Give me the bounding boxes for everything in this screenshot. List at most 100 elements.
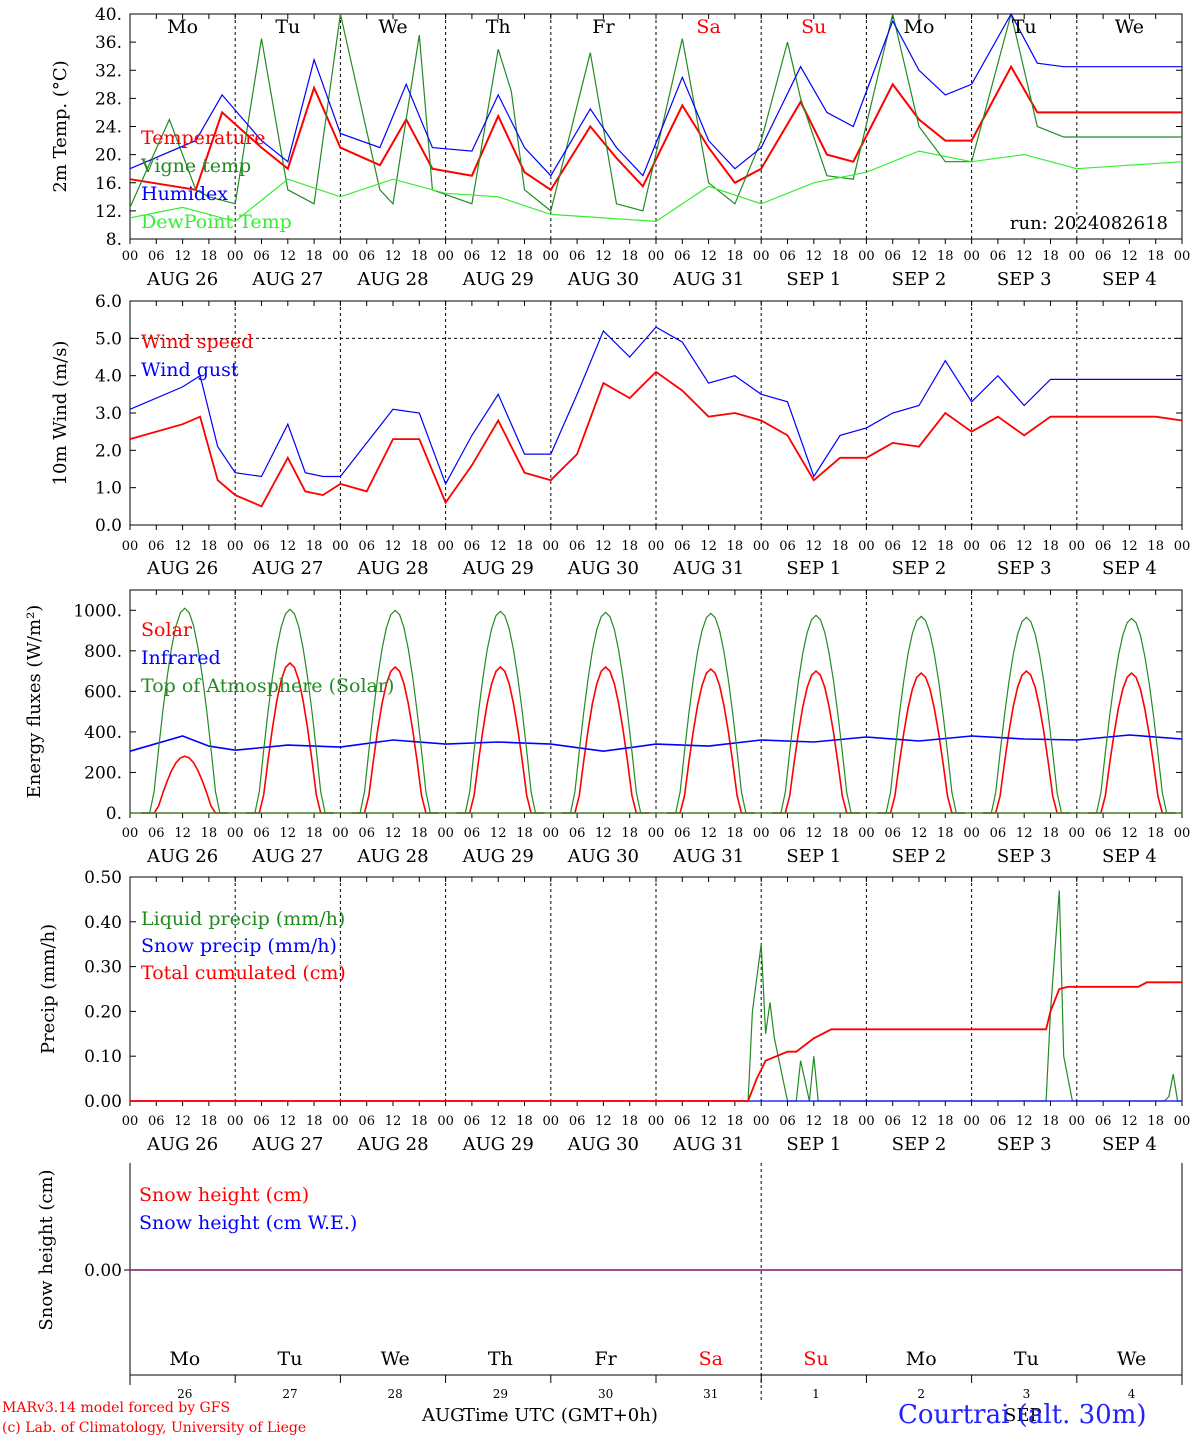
wind-chart-hour-label: 12 <box>280 539 297 554</box>
temp-chart-hour-label: 00 <box>543 249 560 264</box>
temp-chart-hour-label: 00 <box>437 249 454 264</box>
snow-chart-day-number: 1 <box>812 1387 820 1401</box>
wind-chart-y-tick-label: 1.0 <box>95 479 122 499</box>
snow-chart-day-number: 4 <box>1128 1387 1136 1401</box>
precip-chart-hour-label: 12 <box>385 1114 402 1129</box>
temp-chart-legend-entry: Temperature <box>141 127 265 149</box>
wind-chart-hour-label: 00 <box>963 539 980 554</box>
temp-chart-y-tick-label: 20. <box>95 146 122 166</box>
snow-chart-weekday-label: Su <box>803 1348 828 1370</box>
wind-chart-date-label: AUG 29 <box>462 558 534 579</box>
energy-chart-hour-label: 00 <box>437 826 454 841</box>
energy-chart-hour-label: 12 <box>280 826 297 841</box>
energy-chart-y-tick-label: 800. <box>84 642 122 662</box>
temp-chart-weekday-label: Su <box>801 16 826 38</box>
wind-chart-y-tick-label: 6.0 <box>95 292 122 312</box>
energy-chart-series-line <box>561 665 650 814</box>
precip-chart-date-label: AUG 31 <box>672 1134 744 1155</box>
temp-chart-hour-label: 18 <box>621 249 638 264</box>
energy-chart-y-tick-label: 0. <box>106 804 122 824</box>
temp-chart-hour-label: 18 <box>516 249 533 264</box>
precip-chart-hour-label: 00 <box>437 1114 454 1129</box>
wind-chart-date-label: SEP 4 <box>1102 558 1157 579</box>
snow-chart-weekday-label: We <box>381 1348 410 1370</box>
wind-chart-hour-label: 18 <box>832 539 849 554</box>
wind-chart-frame <box>129 300 1183 526</box>
snow-chart-day-number: 31 <box>703 1387 718 1401</box>
wind-chart-hour-label: 00 <box>122 539 139 554</box>
energy-chart-series-line <box>1087 617 1176 814</box>
snow-chart-day-number: 29 <box>493 1387 508 1401</box>
energy-chart-hour-label: 18 <box>832 826 849 841</box>
month-label-aug: AUG <box>422 1405 465 1426</box>
temp-chart-date-label: SEP 1 <box>786 269 841 290</box>
energy-chart-series-line <box>141 755 229 814</box>
energy-chart-hour-label: 00 <box>858 826 875 841</box>
temp-chart-hour-label: 00 <box>1174 249 1191 264</box>
energy-chart-hour-label: 18 <box>411 826 428 841</box>
snow-chart-weekday-label: Th <box>488 1348 513 1370</box>
temp-chart-hour-label: 06 <box>884 249 901 264</box>
energy-chart-hour-label: 00 <box>332 826 349 841</box>
energy-chart-y-tick-label: 1000. <box>73 601 122 621</box>
temp-chart-y-tick-label: 28. <box>95 89 122 109</box>
wind-chart-hour-label: 18 <box>1147 539 1164 554</box>
snow-chart-weekday-label: Tu <box>278 1348 303 1370</box>
temp-chart-frame <box>129 13 1183 240</box>
energy-chart-hour-label: 00 <box>1174 826 1191 841</box>
precip-chart-hour-label: 12 <box>1016 1114 1033 1129</box>
energy-chart-date-label: AUG 31 <box>672 846 744 867</box>
precip-chart-hour-label: 06 <box>674 1114 691 1129</box>
energy-chart-legend-entry: Infrared <box>141 647 221 669</box>
wind-chart-hour-label: 00 <box>858 539 875 554</box>
precip-chart-hour-label: 12 <box>1121 1114 1138 1129</box>
energy-chart-hour-label: 12 <box>1121 826 1138 841</box>
temp-chart-y-axis-label: 2m Temp. (°C) <box>50 60 71 192</box>
energy-chart-hour-label: 12 <box>1016 826 1033 841</box>
temp-chart-y-tick-label: 8. <box>106 230 122 250</box>
energy-chart-series-line <box>141 607 229 814</box>
energy-chart-hour-label: 18 <box>1042 826 1059 841</box>
wind-chart-hour-label: 00 <box>1069 539 1086 554</box>
snow-chart-legend-entry: Snow height (cm W.E.) <box>139 1212 357 1234</box>
temp-chart-series-line <box>129 12 1182 177</box>
temp-chart-hour-label: 18 <box>411 249 428 264</box>
precip-chart-hour-label: 12 <box>700 1114 717 1129</box>
precip-chart-hour-label: 18 <box>832 1114 849 1129</box>
energy-chart-hour-label: 06 <box>358 826 375 841</box>
temp-chart-date-label: AUG 29 <box>462 269 534 290</box>
temp-chart-date-label: AUG 28 <box>356 269 428 290</box>
temp-chart-date-label: SEP 4 <box>1102 269 1157 290</box>
wind-chart-hour-label: 00 <box>543 539 560 554</box>
temp-chart-hour-label: 06 <box>253 249 270 264</box>
wind-chart-hour-label: 12 <box>490 539 507 554</box>
temp-chart-hour-label: 18 <box>1147 249 1164 264</box>
temp-chart-y-tick-label: 24. <box>95 118 122 138</box>
energy-chart-series-line <box>877 672 965 814</box>
energy-chart-date-label: SEP 2 <box>892 846 947 867</box>
precip-chart-hour-label: 00 <box>1069 1114 1086 1129</box>
energy-chart-date-label: AUG 26 <box>146 846 218 867</box>
temp-chart-date-label: AUG 26 <box>146 269 218 290</box>
precip-chart-hour-label: 18 <box>1147 1114 1164 1129</box>
wind-chart-hour-label: 06 <box>990 539 1007 554</box>
snow-chart-weekday-label: Mo <box>169 1348 200 1370</box>
wind-chart-hour-label: 06 <box>779 539 796 554</box>
temp-chart-y-tick-label: 40. <box>95 5 122 25</box>
energy-chart-y-axis-label: Energy fluxes (W/m²) <box>24 605 45 799</box>
temp-chart-hour-label: 12 <box>911 249 928 264</box>
wind-chart-y-axis-label: 10m Wind (m/s) <box>50 341 71 486</box>
energy-chart-series-line <box>1087 672 1176 814</box>
energy-chart-hour-label: 18 <box>621 826 638 841</box>
precip-chart-legend-entry: Snow precip (mm/h) <box>141 935 337 957</box>
precip-chart-hour-label: 18 <box>411 1114 428 1129</box>
wind-chart-hour-label: 00 <box>1174 539 1191 554</box>
precip-chart-hour-label: 18 <box>306 1114 323 1129</box>
precip-chart-hour-label: 06 <box>990 1114 1007 1129</box>
wind-chart-date-label: AUG 31 <box>672 558 744 579</box>
precip-chart-hour-label: 18 <box>621 1114 638 1129</box>
energy-chart-hour-label: 06 <box>1095 826 1112 841</box>
precip-chart-hour-label: 00 <box>332 1114 349 1129</box>
wind-chart-hour-label: 06 <box>1095 539 1112 554</box>
wind-chart-hour-label: 06 <box>358 539 375 554</box>
